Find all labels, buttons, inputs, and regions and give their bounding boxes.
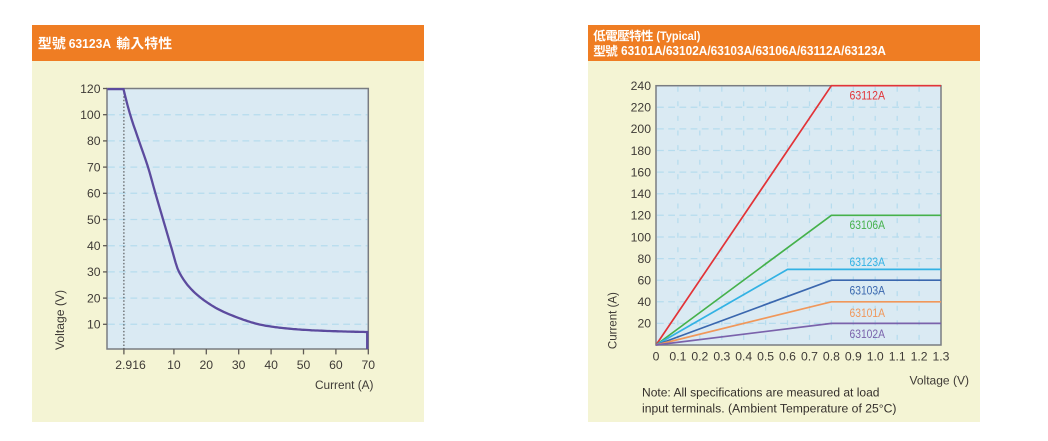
svg-text:80: 80 <box>87 134 101 148</box>
svg-text:70: 70 <box>87 160 101 174</box>
svg-text:80: 80 <box>637 252 651 266</box>
svg-text:0.2: 0.2 <box>691 350 708 364</box>
svg-text:120: 120 <box>80 82 101 96</box>
svg-text:20: 20 <box>637 317 651 331</box>
svg-text:220: 220 <box>631 101 652 115</box>
svg-text:50: 50 <box>87 213 101 227</box>
svg-text:63101A/63102A/63103A/63106A/63: 63101A/63102A/63103A/63106A/63112A/63123… <box>621 44 886 58</box>
svg-text:1.0: 1.0 <box>867 350 884 364</box>
svg-text:1.3: 1.3 <box>933 350 950 364</box>
svg-text:0.4: 0.4 <box>735 350 752 364</box>
svg-text:100: 100 <box>631 230 652 244</box>
svg-text:63101A: 63101A <box>850 308 886 320</box>
svg-text:10: 10 <box>167 358 181 372</box>
svg-text:0.9: 0.9 <box>845 350 862 364</box>
svg-text:Current (A): Current (A) <box>606 292 620 349</box>
svg-text:10: 10 <box>87 318 101 332</box>
svg-text:60: 60 <box>329 358 343 372</box>
svg-text:63123A: 63123A <box>850 257 886 269</box>
svg-text:Note: All specifications are m: Note: All specifications are measured at… <box>642 386 880 400</box>
svg-text:50: 50 <box>297 358 311 372</box>
svg-text:Voltage (V): Voltage (V) <box>53 290 67 350</box>
svg-text:63112A: 63112A <box>850 91 886 103</box>
svg-text:0: 0 <box>653 350 660 364</box>
svg-text:1.1: 1.1 <box>889 350 906 364</box>
svg-text:0.5: 0.5 <box>757 350 774 364</box>
svg-text:20: 20 <box>200 358 214 372</box>
svg-text:180: 180 <box>631 144 652 158</box>
svg-text:40: 40 <box>264 358 278 372</box>
svg-text:70: 70 <box>362 358 376 372</box>
svg-text:input terminals. (Ambient Temp: input terminals. (Ambient Temperature of… <box>642 402 897 416</box>
svg-text:60: 60 <box>87 187 101 201</box>
svg-text:30: 30 <box>232 358 246 372</box>
svg-text:0.7: 0.7 <box>801 350 818 364</box>
svg-text:100: 100 <box>80 108 101 122</box>
svg-text:20: 20 <box>87 291 101 305</box>
svg-text:0.8: 0.8 <box>823 350 840 364</box>
svg-text:(Typical): (Typical) <box>656 29 700 43</box>
svg-text:120: 120 <box>631 209 652 223</box>
svg-text:140: 140 <box>631 187 652 201</box>
svg-text:30: 30 <box>87 265 101 279</box>
svg-text:240: 240 <box>631 79 652 93</box>
svg-text:63103A: 63103A <box>850 285 886 297</box>
svg-text:200: 200 <box>631 122 652 136</box>
svg-text:40: 40 <box>637 295 651 309</box>
svg-text:63106A: 63106A <box>850 220 886 232</box>
svg-text:Current (A): Current (A) <box>315 378 374 392</box>
svg-text:63102A: 63102A <box>850 329 886 341</box>
svg-text:160: 160 <box>631 165 652 179</box>
svg-text:0.6: 0.6 <box>779 350 796 364</box>
svg-text:0.1: 0.1 <box>669 350 686 364</box>
svg-text:63123A: 63123A <box>69 36 112 51</box>
svg-text:1.2: 1.2 <box>911 350 928 364</box>
svg-text:40: 40 <box>87 239 101 253</box>
svg-text:2.916: 2.916 <box>115 358 146 372</box>
svg-text:Voltage (V): Voltage (V) <box>910 374 970 388</box>
svg-text:0.3: 0.3 <box>713 350 730 364</box>
svg-text:60: 60 <box>637 274 651 288</box>
